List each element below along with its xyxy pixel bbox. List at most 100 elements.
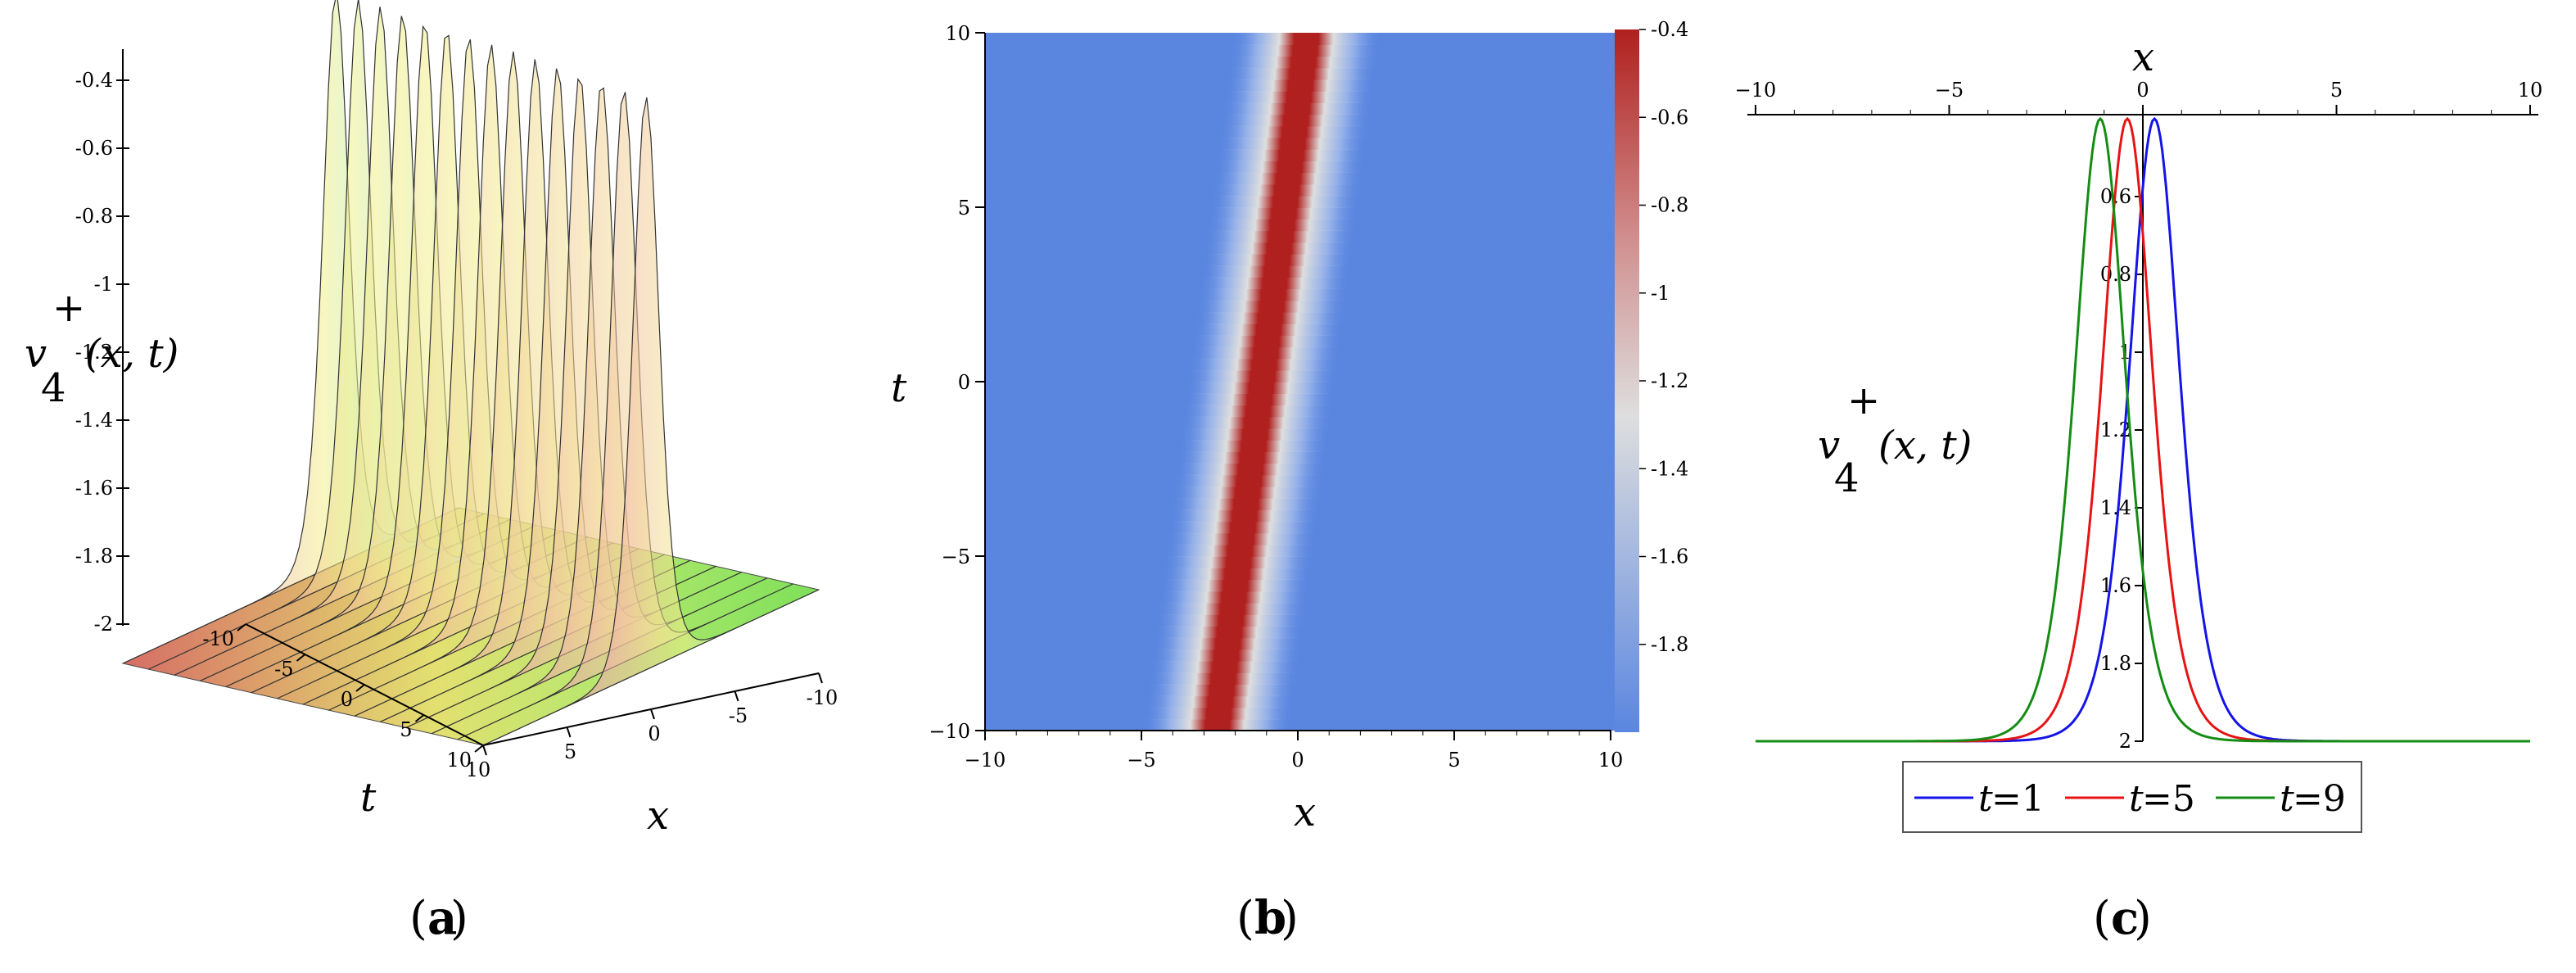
heatmap-strip xyxy=(1225,79,1376,92)
colorbar-tick-label: -1.4 xyxy=(1651,457,1688,480)
t-tick xyxy=(237,623,246,631)
line-plot: −10 −5 0 5 100.60.811.21.41.61.82 x v + 4 (x… xyxy=(1735,34,2543,945)
heatmap-strip xyxy=(1184,393,1335,406)
t-tick-label: 5 xyxy=(400,718,412,741)
panel-c: −10 −5 0 5 10 0.6 0.8 1 1.2 1.4 1.6 1.8 2 x v + 4 (x… xyxy=(1703,0,2576,973)
x-tick xyxy=(650,708,655,720)
legend-box xyxy=(1902,761,2362,833)
heatmap-strip xyxy=(1152,637,1304,650)
colorbar-tick-label: -1.6 xyxy=(1651,545,1688,568)
colorbar-tick-label: -0.4 xyxy=(1651,18,1688,41)
heatmap-strip xyxy=(1166,532,1317,545)
heatmap-strip xyxy=(1173,474,1325,487)
heatmap-strip xyxy=(1154,626,1305,639)
heatmap-strip xyxy=(1227,67,1377,80)
t-tick xyxy=(355,684,365,692)
heatmap-axes: −10 −5 0 5 10 10 5 0 −5 −10 xyxy=(929,22,1623,772)
heatmap-strip xyxy=(1145,695,1295,708)
surface-slice xyxy=(482,97,820,746)
y-tick-label: 1.2 xyxy=(2100,419,2131,441)
heatmap-strip xyxy=(1223,91,1374,103)
z-axis: -0.4 -0.6 -0.8 -1 -1.2 -1.4 -1.6 -1.8 -2 xyxy=(75,49,129,636)
surface xyxy=(121,0,820,746)
z-tick-label: -2 xyxy=(94,613,113,636)
y-tick-label: 2 xyxy=(2119,730,2131,753)
heatmap-strip xyxy=(1214,161,1365,174)
y-tick-label: −10 xyxy=(929,720,970,743)
y-tick-label: −5 xyxy=(942,545,970,568)
heatmap-strip xyxy=(1191,346,1341,360)
y-tick-label: 0 xyxy=(958,371,970,394)
heatmap-strip xyxy=(1148,672,1299,685)
heatmap-strip xyxy=(1180,428,1331,441)
heatmap-ridge xyxy=(1141,33,1382,731)
x-tick-label: 5 xyxy=(564,740,576,763)
x-tick-label: -10 xyxy=(807,686,838,709)
t-tick xyxy=(414,714,425,722)
x-axis: 10 5 0 -5 -10 xyxy=(466,672,838,781)
heatmap-strip xyxy=(1157,602,1308,615)
z-tick-label: -1.8 xyxy=(75,545,113,568)
z-tick-label: -0.6 xyxy=(75,137,113,160)
heatmap-strip xyxy=(1210,195,1361,208)
x-tick-label: −10 xyxy=(1735,79,1777,102)
t-tick-label: -5 xyxy=(274,658,293,681)
heatmap-strip xyxy=(1172,486,1323,499)
colorbar-tick-label: -1.8 xyxy=(1651,633,1688,656)
y-tick-label: 1.4 xyxy=(2100,496,2131,519)
x-tick-label: −10 xyxy=(965,749,1006,772)
sublabel-c-close: ) xyxy=(2134,892,2152,945)
colorbar xyxy=(1615,29,1639,732)
z-axis-label-sup: + xyxy=(52,285,85,331)
heatmap-strip xyxy=(1220,114,1372,127)
heatmap-strip xyxy=(1171,498,1322,510)
heatmap-strip xyxy=(1219,125,1370,138)
heatmap-strip xyxy=(1177,451,1327,464)
heatmap-strip xyxy=(1228,56,1379,69)
heatmap-strip xyxy=(1200,277,1350,290)
heatmap-strip xyxy=(1168,521,1318,534)
heatmap-strip xyxy=(1204,242,1354,255)
legend-val-t1: =1 xyxy=(1991,778,2045,820)
heatmap-strip xyxy=(1169,509,1320,523)
t-tick-label: 10 xyxy=(446,749,472,772)
surface-slice xyxy=(457,92,793,740)
colorbar-tick-label: -1 xyxy=(1651,282,1670,305)
heatmap-strip xyxy=(1189,358,1340,371)
legend-var-t1: t xyxy=(1978,778,1993,820)
z-tick-label: -1 xyxy=(94,273,113,296)
y-axis-label-args: (x, t) xyxy=(1878,423,1972,468)
sublabel-b-open: ( xyxy=(1236,892,1254,945)
t-axis: -10 -5 0 5 10 xyxy=(202,623,484,772)
legend-val-t5: =5 xyxy=(2142,778,2195,820)
heatmap-strip xyxy=(1155,614,1306,627)
y-axis-label-sub: 4 xyxy=(1834,455,1860,501)
heatmap-strip xyxy=(1213,172,1364,185)
x-tick xyxy=(566,726,572,738)
sublabel-b-close: ) xyxy=(1281,892,1299,945)
z-axis-label-sub: 4 xyxy=(41,365,66,411)
x-tick-label: 0 xyxy=(2136,79,2149,102)
sublabel-c-open: ( xyxy=(2093,892,2111,945)
x-tick-label: 0 xyxy=(1291,749,1304,772)
heatmap-strip xyxy=(1216,149,1367,161)
y-tick-label: 1.8 xyxy=(2100,652,2131,675)
z-axis-label-base: v xyxy=(25,331,47,377)
heatmap-plot: −10 −5 0 5 10 10 5 0 −5 −10 -0.4 -0.6 -0.8 -1 -1.2 -1.… xyxy=(891,18,1688,945)
heatmap-strip xyxy=(1230,44,1381,57)
x-tick xyxy=(734,690,739,702)
heatmap-strip xyxy=(1178,440,1329,452)
heatmap-strip xyxy=(1200,265,1352,278)
x-tick-label: 5 xyxy=(2330,79,2343,102)
z-tick-label: -1.2 xyxy=(75,341,113,364)
heatmap-strip xyxy=(1163,556,1314,568)
heatmap-strip xyxy=(1150,660,1300,673)
y-axis-label-sup: + xyxy=(1847,378,1880,423)
z-tick-label: -1.4 xyxy=(75,409,113,432)
colorbar-tick-label: -0.8 xyxy=(1651,194,1688,217)
surface-slice xyxy=(431,87,768,735)
heatmap-strip xyxy=(1151,649,1302,662)
sublabel-a: a xyxy=(427,891,457,945)
legend: t =1 t =5 t =9 xyxy=(1902,761,2362,833)
sublabel-c: c xyxy=(2111,891,2139,945)
